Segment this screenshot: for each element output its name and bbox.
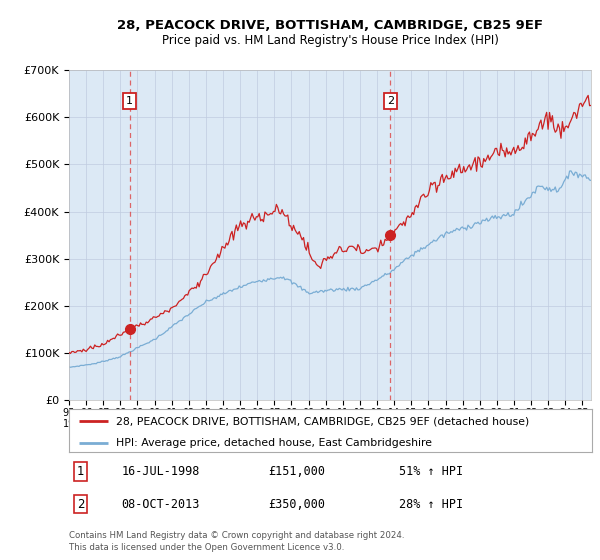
Text: 51% ↑ HPI: 51% ↑ HPI	[398, 465, 463, 478]
Text: 28% ↑ HPI: 28% ↑ HPI	[398, 498, 463, 511]
Text: £151,000: £151,000	[268, 465, 325, 478]
Text: Price paid vs. HM Land Registry's House Price Index (HPI): Price paid vs. HM Land Registry's House …	[161, 34, 499, 47]
Text: 08-OCT-2013: 08-OCT-2013	[121, 498, 200, 511]
Text: 16-JUL-1998: 16-JUL-1998	[121, 465, 200, 478]
Text: £350,000: £350,000	[268, 498, 325, 511]
Text: 1: 1	[77, 465, 85, 478]
Text: HPI: Average price, detached house, East Cambridgeshire: HPI: Average price, detached house, East…	[116, 437, 432, 447]
Text: 2: 2	[77, 498, 85, 511]
Text: This data is licensed under the Open Government Licence v3.0.: This data is licensed under the Open Gov…	[69, 543, 344, 552]
Text: 1: 1	[126, 96, 133, 106]
Text: 28, PEACOCK DRIVE, BOTTISHAM, CAMBRIDGE, CB25 9EF (detached house): 28, PEACOCK DRIVE, BOTTISHAM, CAMBRIDGE,…	[116, 416, 529, 426]
Text: Contains HM Land Registry data © Crown copyright and database right 2024.: Contains HM Land Registry data © Crown c…	[69, 531, 404, 540]
Text: 28, PEACOCK DRIVE, BOTTISHAM, CAMBRIDGE, CB25 9EF: 28, PEACOCK DRIVE, BOTTISHAM, CAMBRIDGE,…	[117, 18, 543, 32]
Text: 2: 2	[386, 96, 394, 106]
